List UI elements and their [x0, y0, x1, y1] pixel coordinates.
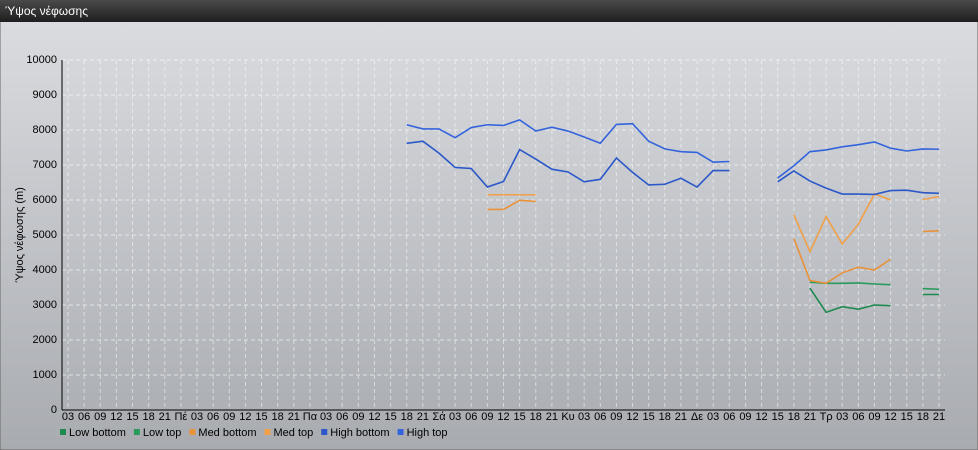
x-tick-label: 18 [917, 411, 929, 423]
x-tick-label: 12 [239, 411, 251, 423]
series-line [777, 141, 940, 179]
x-tick-label: 03 [707, 411, 719, 423]
x-tick-label: Σά [432, 411, 446, 423]
y-axis-label: Ύψος νέφωσης (m) [14, 187, 26, 283]
x-tick-label: 15 [384, 411, 396, 423]
y-tick-label: 2000 [33, 334, 57, 346]
grid [62, 59, 945, 411]
series-line [487, 199, 536, 211]
x-tick-label: 06 [723, 411, 735, 423]
y-tick-label: 8000 [33, 124, 57, 136]
x-tick-label: 09 [868, 411, 880, 423]
x-tick-label: 06 [78, 411, 90, 423]
y-tick-label: 6000 [33, 194, 57, 206]
series-line [922, 287, 940, 291]
legend-label: Med bottom [198, 427, 256, 439]
x-tick-label: 18 [143, 411, 155, 423]
x-tick-label: 18 [788, 411, 800, 423]
legend-swatch [60, 429, 66, 435]
panel-title: Ύψος νέφωσης [5, 4, 88, 18]
y-tick-label: 7000 [33, 159, 57, 171]
x-tick-label: Κυ [561, 411, 574, 423]
legend-swatch [264, 429, 271, 435]
y-tick-label: 4000 [33, 264, 57, 276]
x-tick-label: 09 [610, 411, 622, 423]
x-tick-label: 12 [884, 411, 896, 423]
x-tick-label: 09 [352, 411, 364, 423]
legend-label: Med top [274, 427, 314, 439]
legend-swatch [321, 429, 328, 435]
y-tick-label: 9000 [33, 89, 57, 101]
x-tick-label: 15 [514, 411, 526, 423]
x-tick-label: 15 [126, 411, 138, 423]
x-tick-label: 12 [755, 411, 767, 423]
x-tick-label: 12 [626, 411, 638, 423]
y-tick-label: 1000 [33, 369, 57, 381]
x-tick-label: 21 [546, 411, 558, 423]
legend-label: High top [407, 427, 448, 439]
x-tick-label: 03 [449, 411, 461, 423]
x-tick-label: Τρ [820, 411, 833, 423]
x-tick-label: 18 [659, 411, 671, 423]
x-tick-label: 06 [336, 411, 348, 423]
x-tick-label: 21 [159, 411, 171, 423]
x-tick-label: 06 [465, 411, 477, 423]
x-tick-label: 03 [578, 411, 590, 423]
x-tick-label: 21 [417, 411, 429, 423]
x-tick-label: Πα [303, 411, 318, 423]
series-line [922, 195, 940, 201]
x-tick-label: 09 [223, 411, 235, 423]
x-tick-label: 12 [368, 411, 380, 423]
x-tick-label: 18 [530, 411, 542, 423]
x-tick-label: 15 [643, 411, 655, 423]
x-tick-label: 09 [481, 411, 493, 423]
x-tick-label: 09 [94, 411, 106, 423]
y-tick-label: 0 [51, 404, 57, 416]
x-tick-label: 21 [675, 411, 687, 423]
x-tick-label: 21 [933, 411, 945, 423]
legend-swatch [189, 429, 196, 435]
series-line [406, 118, 730, 164]
x-tick-label: 12 [110, 411, 122, 423]
x-tick-label: 03 [836, 411, 848, 423]
x-tick-label: 21 [804, 411, 816, 423]
x-tick-label: 06 [207, 411, 219, 423]
x-tick-label: 21 [288, 411, 300, 423]
x-tick-label: Πέ [174, 411, 187, 423]
series-line [922, 230, 940, 233]
panel-header [0, 0, 978, 22]
series-line [809, 287, 891, 314]
plot [406, 118, 940, 314]
x-tick-label: 15 [772, 411, 784, 423]
legend-label: High bottom [330, 427, 389, 439]
series-line [406, 140, 730, 189]
legend-swatch [133, 429, 140, 435]
x-tick-label: 15 [255, 411, 267, 423]
x-tick-label: 03 [320, 411, 332, 423]
x-tick-label: Δε [691, 411, 703, 423]
x-tick-label: 12 [497, 411, 509, 423]
x-tick-label: 09 [739, 411, 751, 423]
x-tick-label: 18 [272, 411, 284, 423]
legend-swatch [397, 429, 404, 435]
x-tick-label: 03 [191, 411, 203, 423]
x-tick-label: 03 [62, 411, 74, 423]
x-tick-label: 15 [901, 411, 913, 423]
legend-label: Low top [143, 427, 182, 439]
legend-label: Low bottom [69, 427, 126, 439]
y-tick-label: 5000 [33, 229, 57, 241]
series-line [793, 238, 892, 285]
y-tick-label: 3000 [33, 299, 57, 311]
series-line [777, 169, 940, 196]
x-tick-label: 18 [401, 411, 413, 423]
x-tick-label: 06 [594, 411, 606, 423]
x-tick-label: 06 [852, 411, 864, 423]
y-tick-label: 10000 [26, 54, 57, 66]
